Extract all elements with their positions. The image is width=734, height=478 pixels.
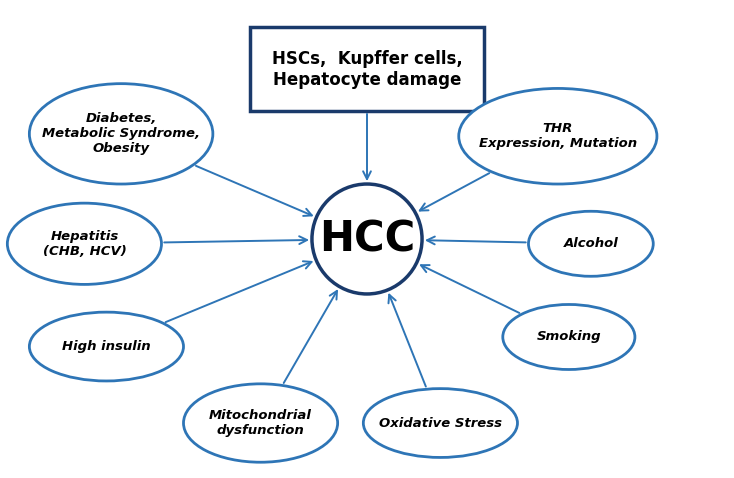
Ellipse shape (528, 211, 653, 276)
Ellipse shape (29, 84, 213, 184)
Text: HCC: HCC (319, 218, 415, 260)
Text: Oxidative Stress: Oxidative Stress (379, 416, 502, 430)
Text: HSCs,  Kupffer cells,
Hepatocyte damage: HSCs, Kupffer cells, Hepatocyte damage (272, 50, 462, 89)
Text: Mitochondrial
dysfunction: Mitochondrial dysfunction (209, 409, 312, 437)
Ellipse shape (29, 312, 184, 381)
Ellipse shape (503, 304, 635, 369)
Text: THR
Expression, Mutation: THR Expression, Mutation (479, 122, 637, 150)
Ellipse shape (7, 203, 161, 284)
Ellipse shape (459, 88, 657, 184)
Text: Alcohol: Alcohol (564, 237, 618, 250)
Text: Diabetes,
Metabolic Syndrome,
Obesity: Diabetes, Metabolic Syndrome, Obesity (42, 112, 200, 155)
Text: Smoking: Smoking (537, 330, 601, 344)
Ellipse shape (312, 184, 422, 294)
Ellipse shape (363, 389, 517, 457)
Text: High insulin: High insulin (62, 340, 150, 353)
Ellipse shape (184, 384, 338, 462)
FancyBboxPatch shape (250, 28, 484, 111)
Text: Hepatitis
(CHB, HCV): Hepatitis (CHB, HCV) (43, 230, 126, 258)
